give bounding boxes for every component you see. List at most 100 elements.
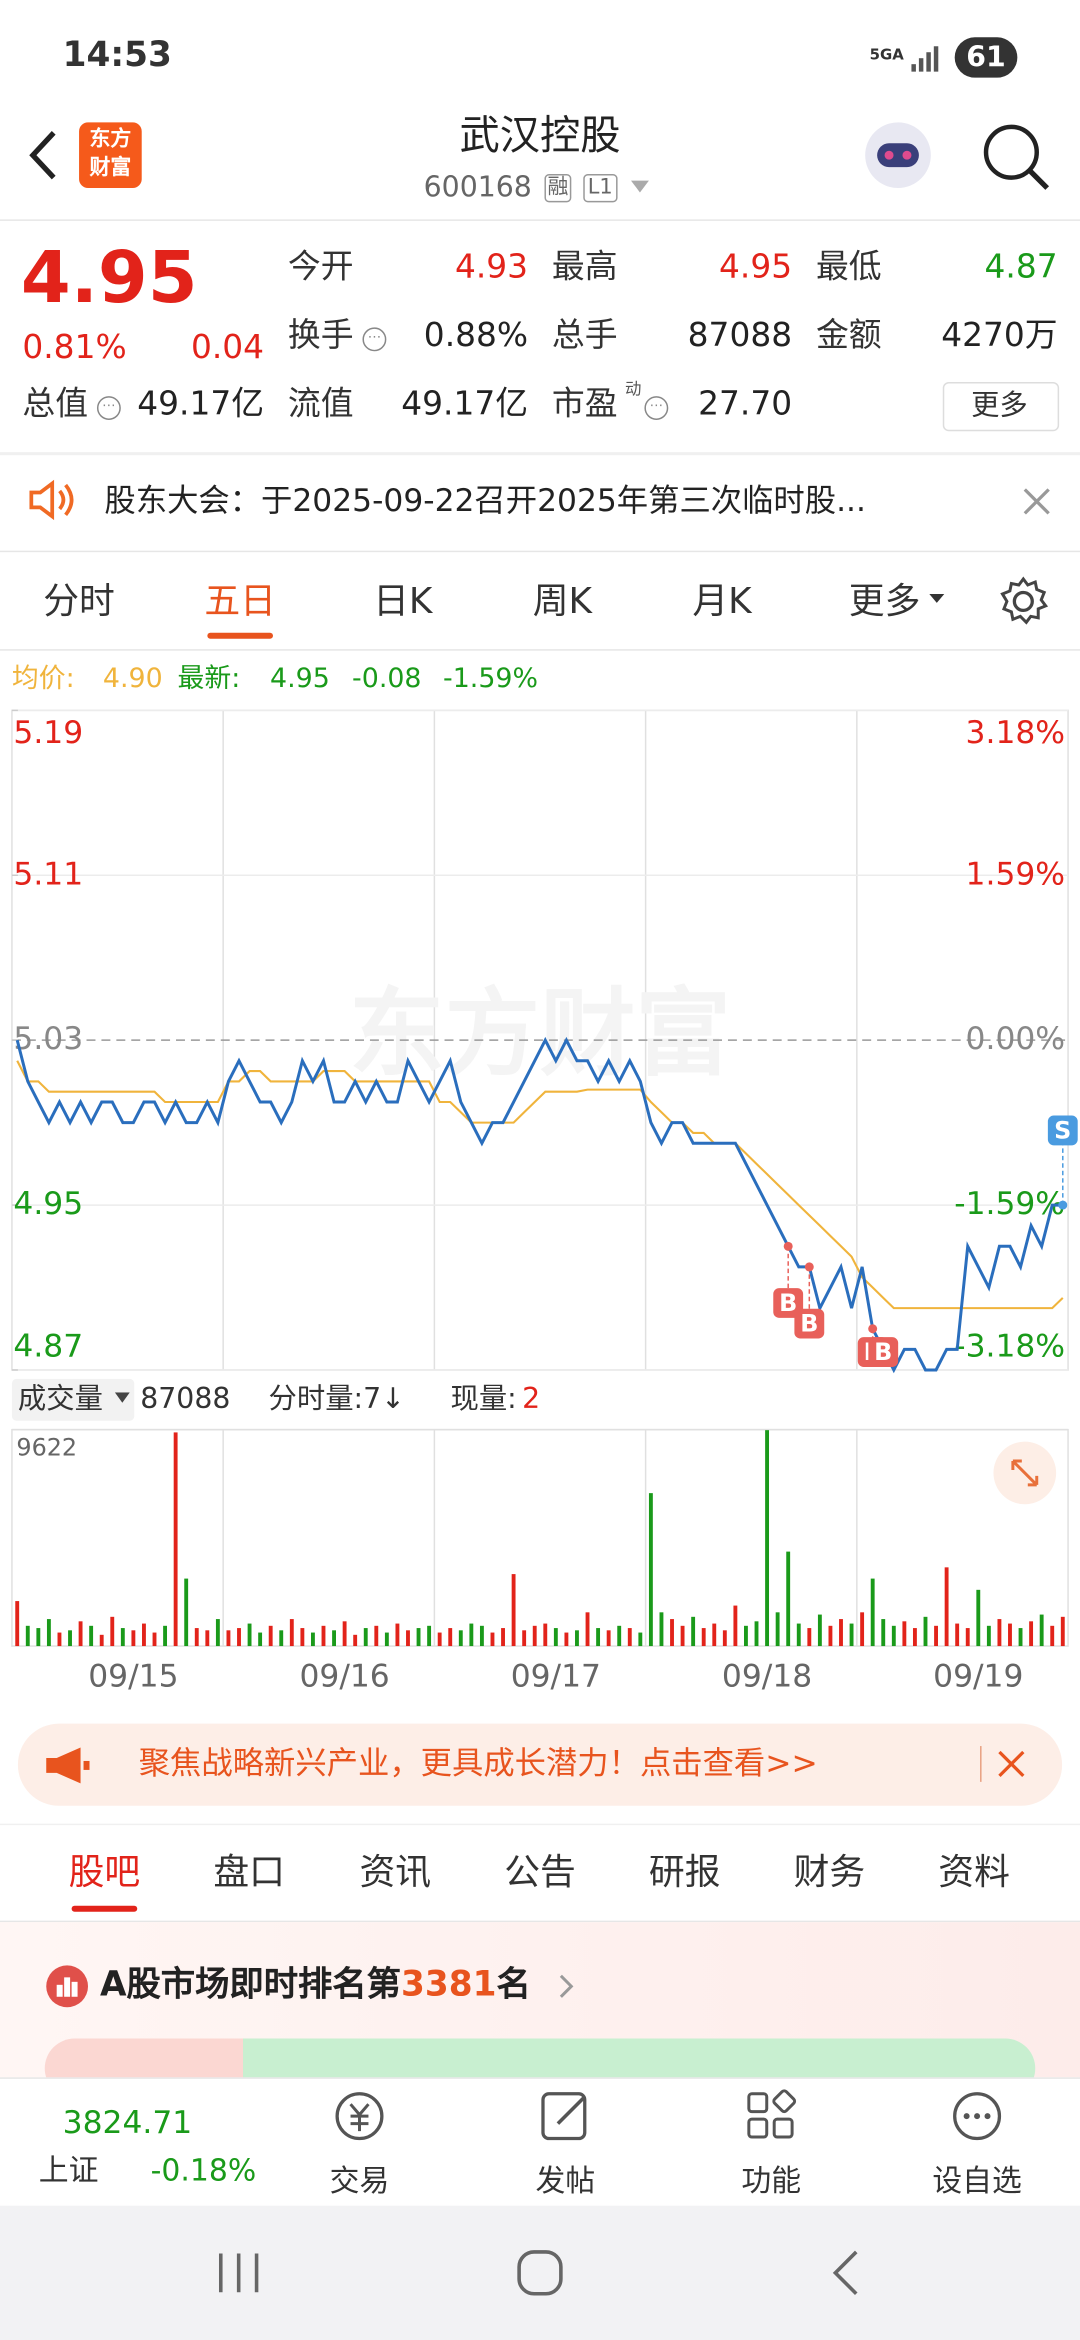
ranking-prefix: A股市场即时排名第: [99, 1965, 401, 2005]
volume-bar: [268, 1625, 273, 1647]
section-tab[interactable]: 资料: [938, 1851, 1010, 1894]
volume-bar: [596, 1628, 601, 1647]
tag: L1: [583, 174, 618, 203]
volume-bar: [722, 1630, 727, 1647]
ranking-icon: [46, 1965, 89, 2008]
info-icon[interactable]: ⋯: [643, 392, 669, 421]
close-banner[interactable]: [996, 1749, 1026, 1779]
info-icon[interactable]: ⋯: [95, 392, 121, 421]
chart-tab[interactable]: 周K: [532, 579, 593, 622]
volume-bar: [300, 1628, 305, 1647]
post-icon[interactable]: [531, 2085, 600, 2148]
current-volume: 2: [522, 1382, 541, 1416]
volume-bar: [944, 1567, 949, 1647]
close-notice[interactable]: [1022, 487, 1052, 517]
volume-title[interactable]: 成交量: [17, 1382, 103, 1416]
x-tick-label: 09/17: [511, 1658, 601, 1694]
volume-bar: [163, 1625, 168, 1647]
nav-back[interactable]: [823, 2246, 868, 2300]
notice-text[interactable]: 股东大会：于2025-09-22召开2025年第三次临时股...: [104, 482, 866, 519]
chart-tab[interactable]: 更多: [848, 579, 921, 622]
volume-total: 87088: [140, 1382, 231, 1416]
banner-text[interactable]: 聚焦战略新兴产业，更具成长潜力！点击查看>>: [138, 1745, 818, 1781]
volume-bar: [701, 1628, 706, 1647]
chart-tab[interactable]: 五日: [204, 579, 276, 622]
nav-home[interactable]: [513, 2246, 567, 2300]
status-time: 14:53: [62, 36, 172, 75]
stock-name: 武汉控股: [459, 113, 621, 160]
assistant-icon[interactable]: [859, 116, 937, 194]
section-tab[interactable]: 资讯: [359, 1851, 432, 1894]
dropdown-icon[interactable]: [114, 1392, 130, 1404]
volume-selector[interactable]: [11, 1378, 135, 1421]
settings-button[interactable]: [996, 575, 1050, 629]
volume-bar: [458, 1630, 463, 1647]
y2-tick-label: 3.18%: [966, 715, 1066, 751]
volume-bar: [448, 1628, 453, 1647]
info-icon[interactable]: ⋯: [361, 323, 387, 352]
more-button[interactable]: [942, 382, 1060, 432]
volume-bar: [522, 1630, 527, 1647]
legend-change-pct: -1.59%: [443, 662, 539, 695]
back-button[interactable]: [21, 128, 63, 182]
chart-tab[interactable]: 月K: [692, 579, 752, 622]
separator: [980, 1746, 982, 1782]
volume-bar: [733, 1605, 738, 1647]
volume-bar: [965, 1628, 970, 1647]
bottom-item-label[interactable]: 设自选: [932, 2162, 1022, 2199]
index-change[interactable]: -0.18%: [150, 2151, 257, 2188]
change-pct: 0.81%: [22, 329, 127, 367]
annotation-box: [868, 1337, 899, 1367]
trade-icon[interactable]: [325, 2085, 394, 2148]
bottom-item-label[interactable]: 交易: [329, 2162, 390, 2199]
section-tab[interactable]: 股吧: [68, 1851, 141, 1894]
ranking-text[interactable]: A股市场即时排名第3381名: [100, 1966, 531, 2007]
field-value: 49.17亿: [401, 386, 529, 424]
watchlist-icon[interactable]: [943, 2085, 1012, 2148]
volume-bar: [490, 1632, 495, 1647]
functions-icon[interactable]: [737, 2085, 806, 2148]
field-label: 市盈: [551, 386, 618, 424]
bottom-item-label[interactable]: 功能: [741, 2162, 802, 2199]
section-tab[interactable]: 盘口: [213, 1851, 285, 1894]
dropdown-icon[interactable]: [628, 178, 652, 196]
volume-bar: [152, 1632, 157, 1647]
legend-last-label: 最新:: [177, 662, 241, 695]
section-tab[interactable]: 公告: [504, 1851, 576, 1894]
volume-bar: [891, 1625, 896, 1647]
volume-frame: [11, 1428, 1069, 1647]
volume-bar: [955, 1623, 960, 1647]
change: 0.04: [190, 329, 265, 367]
speaker-icon: [29, 479, 74, 521]
volume-bar: [226, 1630, 231, 1647]
battery-level: 61: [966, 41, 1006, 75]
volume-bar: [46, 1619, 51, 1647]
volume-tick-label: 9622: [16, 1434, 77, 1462]
volume-bar: [332, 1630, 336, 1647]
chart-tab[interactable]: 日K: [373, 579, 433, 622]
ranking-number: 3381: [400, 1965, 497, 2005]
volume-bar: [68, 1630, 72, 1647]
legend-avg-label: 均价:: [11, 662, 75, 695]
legend-last-value: 4.95: [270, 662, 330, 695]
nav-recent[interactable]: [209, 2246, 269, 2300]
more-label[interactable]: 更多: [971, 388, 1028, 422]
volume-bar: [469, 1623, 474, 1647]
section-tab[interactable]: 研报: [648, 1851, 721, 1894]
y2-tick-label: -3.18%: [954, 1329, 1065, 1365]
section-tab[interactable]: 财务: [793, 1851, 866, 1894]
search-button[interactable]: [979, 119, 1054, 194]
chart-tab[interactable]: 分时: [43, 579, 115, 622]
expand-button[interactable]: [992, 1440, 1058, 1506]
index-name[interactable]: 上证: [38, 2151, 99, 2188]
promo-banner[interactable]: [17, 1723, 1063, 1806]
field-value: 4.87: [984, 248, 1058, 287]
index-value[interactable]: 3824.71: [62, 2104, 193, 2141]
bottom-bar: [0, 2077, 1080, 2208]
volume-bar: [501, 1628, 505, 1647]
bottom-item-label[interactable]: 发帖: [535, 2162, 596, 2199]
field-value: 87088: [687, 317, 793, 355]
annotation-label: B: [800, 1310, 818, 1338]
